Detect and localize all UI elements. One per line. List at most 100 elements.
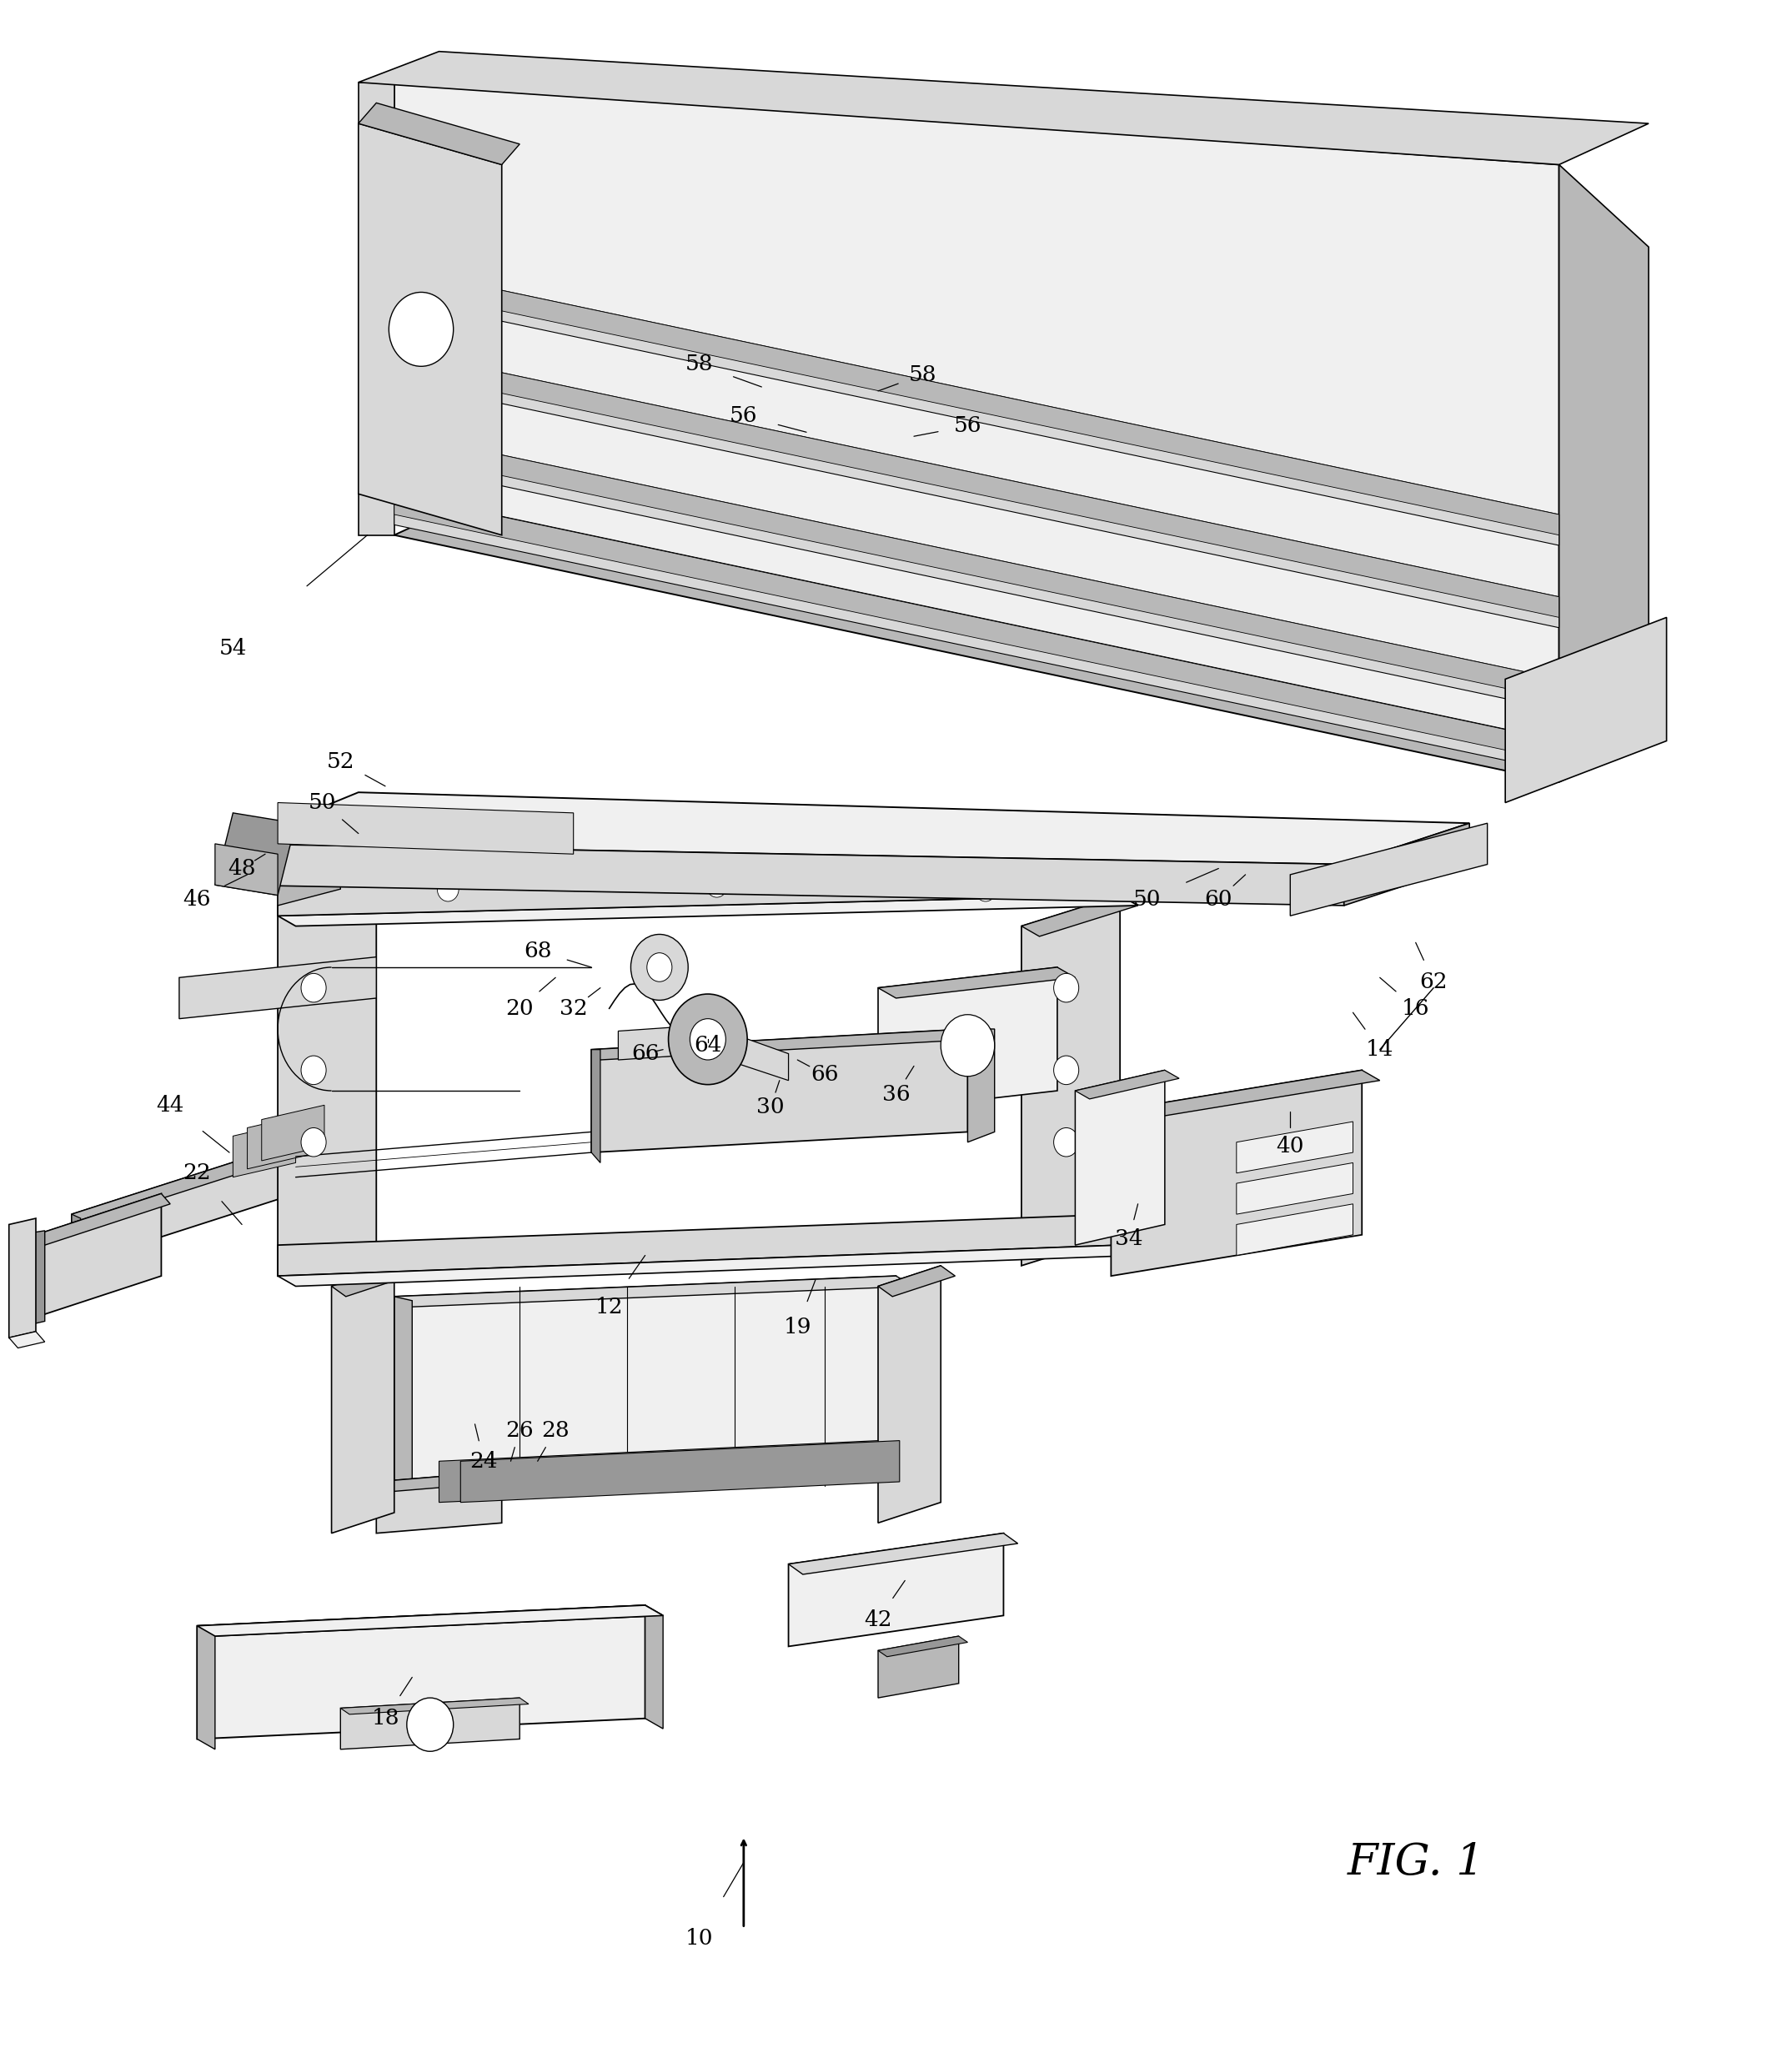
Polygon shape	[233, 1122, 296, 1177]
Polygon shape	[1021, 895, 1120, 1266]
Text: 66: 66	[631, 1043, 659, 1064]
Polygon shape	[72, 1142, 305, 1225]
Polygon shape	[332, 1266, 409, 1297]
Circle shape	[1054, 973, 1079, 1002]
Polygon shape	[394, 350, 1559, 628]
Circle shape	[301, 1056, 326, 1085]
Polygon shape	[358, 103, 520, 165]
Polygon shape	[878, 1266, 955, 1297]
Polygon shape	[9, 1332, 45, 1348]
Polygon shape	[394, 1297, 412, 1502]
Polygon shape	[878, 1266, 941, 1523]
Text: 30: 30	[756, 1097, 785, 1117]
Circle shape	[631, 934, 688, 1000]
Text: 50: 50	[308, 792, 337, 813]
Polygon shape	[1075, 1070, 1165, 1245]
Polygon shape	[788, 1533, 1004, 1646]
Polygon shape	[394, 268, 1559, 535]
Circle shape	[647, 953, 672, 982]
Polygon shape	[376, 1471, 502, 1533]
Polygon shape	[1505, 617, 1667, 803]
Polygon shape	[591, 1050, 600, 1163]
Polygon shape	[233, 844, 1344, 906]
Text: 34: 34	[1115, 1229, 1143, 1249]
Polygon shape	[591, 1029, 977, 1060]
Polygon shape	[376, 1471, 511, 1492]
Polygon shape	[278, 885, 376, 1276]
Circle shape	[301, 973, 326, 1002]
Polygon shape	[645, 1605, 663, 1729]
Polygon shape	[358, 51, 1649, 165]
Polygon shape	[262, 1105, 324, 1161]
Polygon shape	[36, 1194, 161, 1317]
Polygon shape	[197, 1605, 663, 1636]
Text: 20: 20	[505, 998, 534, 1019]
Circle shape	[1054, 1128, 1079, 1157]
Circle shape	[690, 1019, 726, 1060]
Polygon shape	[618, 1025, 708, 1060]
Polygon shape	[215, 813, 296, 895]
Polygon shape	[394, 1276, 914, 1307]
Polygon shape	[233, 792, 1469, 864]
Text: 62: 62	[1419, 971, 1448, 992]
Polygon shape	[394, 350, 1559, 617]
Text: 42: 42	[864, 1609, 892, 1630]
Polygon shape	[247, 1113, 310, 1169]
Polygon shape	[179, 957, 376, 1019]
Polygon shape	[394, 432, 1559, 700]
Polygon shape	[358, 82, 394, 535]
Text: 66: 66	[810, 1064, 839, 1085]
Text: 44: 44	[156, 1095, 185, 1115]
Polygon shape	[278, 833, 340, 906]
Circle shape	[437, 877, 459, 901]
Text: 58: 58	[685, 354, 713, 375]
Text: 10: 10	[685, 1928, 713, 1949]
Polygon shape	[278, 864, 1120, 916]
Text: 56: 56	[953, 416, 982, 436]
Polygon shape	[1236, 1163, 1353, 1214]
Text: 58: 58	[909, 364, 937, 385]
Polygon shape	[278, 1245, 1138, 1286]
Polygon shape	[340, 1698, 520, 1749]
Text: 18: 18	[371, 1708, 400, 1729]
Polygon shape	[394, 1276, 896, 1492]
Polygon shape	[36, 1194, 170, 1245]
Polygon shape	[1111, 1070, 1380, 1122]
Polygon shape	[278, 803, 573, 854]
Text: 24: 24	[470, 1451, 498, 1471]
Polygon shape	[358, 123, 502, 535]
Text: 68: 68	[523, 941, 552, 961]
Text: 46: 46	[183, 889, 211, 910]
Circle shape	[975, 877, 996, 901]
Polygon shape	[878, 1636, 959, 1698]
Polygon shape	[72, 1214, 81, 1276]
Polygon shape	[278, 895, 1138, 926]
Circle shape	[407, 1698, 453, 1751]
Polygon shape	[1559, 165, 1649, 741]
Polygon shape	[197, 1605, 645, 1739]
Circle shape	[706, 873, 728, 897]
Polygon shape	[340, 1698, 529, 1714]
Text: 16: 16	[1401, 998, 1430, 1019]
Polygon shape	[394, 494, 1559, 772]
Polygon shape	[968, 1029, 995, 1142]
Polygon shape	[788, 1533, 1018, 1574]
Text: 36: 36	[882, 1085, 910, 1105]
Polygon shape	[1290, 823, 1487, 916]
Polygon shape	[1093, 823, 1156, 895]
Text: 64: 64	[694, 1035, 722, 1056]
Polygon shape	[18, 1231, 45, 1327]
Polygon shape	[197, 1626, 215, 1749]
Circle shape	[389, 292, 453, 366]
Polygon shape	[461, 1441, 900, 1502]
Polygon shape	[1111, 1070, 1362, 1276]
Polygon shape	[1075, 1070, 1179, 1099]
Text: 32: 32	[559, 998, 588, 1019]
Text: 48: 48	[228, 858, 256, 879]
Polygon shape	[197, 1605, 663, 1636]
Polygon shape	[394, 494, 1649, 782]
Text: FIG. 1: FIG. 1	[1348, 1842, 1484, 1883]
Polygon shape	[332, 1266, 394, 1533]
Polygon shape	[72, 1142, 296, 1266]
Polygon shape	[278, 885, 394, 916]
